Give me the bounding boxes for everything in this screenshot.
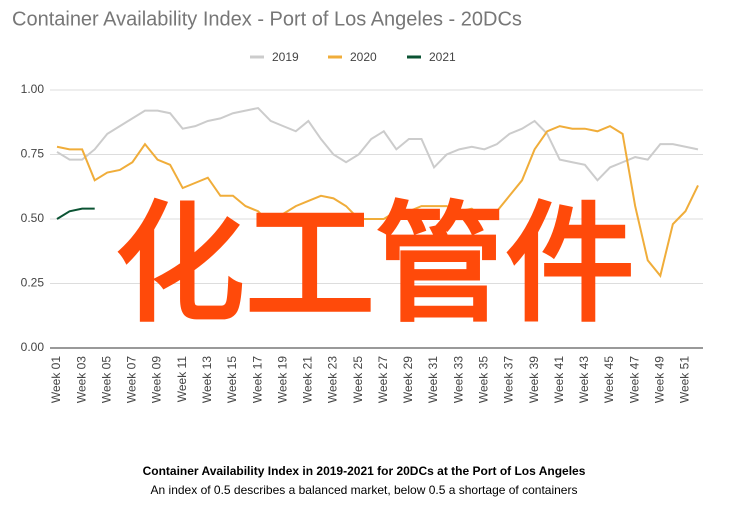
series-line	[56, 106, 699, 182]
x-tick-label: Week 05	[99, 356, 113, 403]
x-tick-label: Week 11	[175, 356, 189, 403]
x-tick-label: Week 25	[351, 356, 365, 403]
y-tick-label: 0.25	[21, 276, 45, 290]
x-tick-label: Week 29	[401, 356, 415, 403]
x-tick-label: Week 41	[552, 356, 566, 403]
legend-label: 2020	[350, 50, 377, 64]
x-tick-label: Week 35	[477, 356, 491, 403]
x-tick-label: Week 03	[74, 356, 88, 403]
x-tick-label: Week 17	[250, 356, 264, 403]
x-tick-label: Week 31	[426, 356, 440, 403]
x-tick-label: Week 09	[150, 356, 164, 403]
y-tick-label: 0.00	[21, 340, 45, 354]
series-line	[56, 125, 699, 278]
x-tick-label: Week 27	[376, 356, 390, 403]
legend-label: 2019	[272, 50, 299, 64]
x-tick-label: Week 21	[301, 356, 315, 403]
y-tick-label: 0.75	[21, 147, 45, 161]
x-tick-label: Week 39	[527, 356, 541, 403]
x-tick-label: Week 23	[326, 356, 340, 403]
watermark: 化工管件	[115, 191, 635, 337]
x-tick-label: Week 13	[200, 356, 214, 403]
x-tick-label: Week 01	[49, 356, 63, 403]
x-tick-label: Week 15	[225, 356, 239, 403]
x-tick-label: Week 07	[125, 356, 139, 403]
chart-title: Container Availability Index - Port of L…	[12, 8, 522, 30]
x-tick-label: Week 19	[275, 356, 289, 403]
x-tick-label: Week 45	[602, 356, 616, 403]
x-tick-label: Week 51	[678, 356, 692, 403]
x-tick-label: Week 49	[652, 356, 666, 403]
subcaption: An index of 0.5 describes a balanced mar…	[151, 483, 578, 497]
x-tick-label: Week 37	[502, 356, 516, 403]
y-tick-label: 1.00	[21, 82, 45, 96]
legend-label: 2021	[429, 50, 456, 64]
x-tick-label: Week 43	[577, 356, 591, 403]
x-tick-label: Week 33	[451, 356, 465, 403]
x-tick-label: Week 47	[627, 356, 641, 403]
series-line	[56, 207, 95, 220]
caption: Container Availability Index in 2019-202…	[143, 464, 586, 478]
y-tick-label: 0.50	[21, 211, 45, 225]
